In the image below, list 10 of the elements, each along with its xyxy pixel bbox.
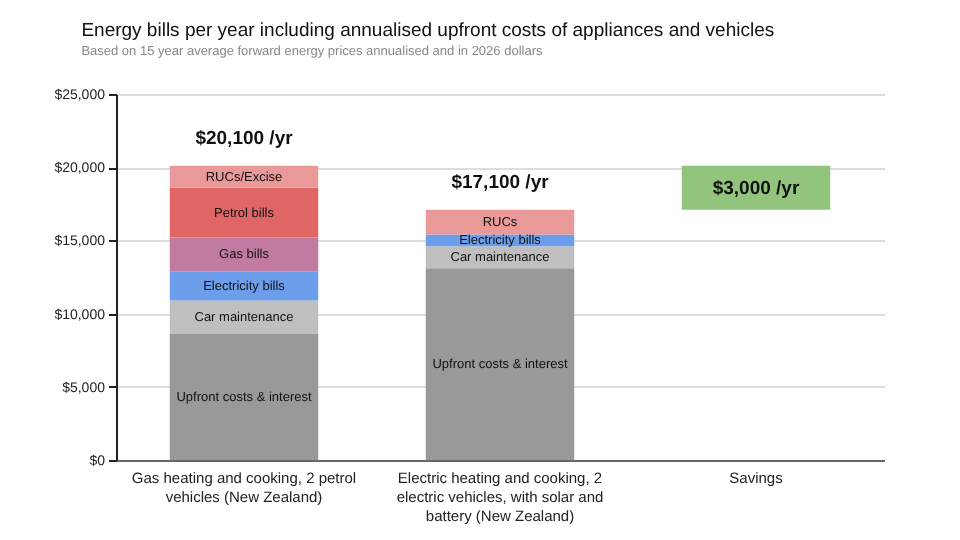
bar [425, 268, 575, 460]
data-label: $3,000 /yr [712, 177, 800, 200]
bar [169, 300, 319, 335]
bar [169, 334, 319, 460]
total-label: $17,100 /yr [451, 171, 550, 194]
bar [425, 209, 575, 235]
bar [169, 187, 319, 238]
chart-title: Energy bills per year including annualised upfront costs of appliances and vehicles [81, 20, 775, 42]
total-label: $20,100 /yr [195, 127, 294, 150]
bar [169, 237, 319, 272]
